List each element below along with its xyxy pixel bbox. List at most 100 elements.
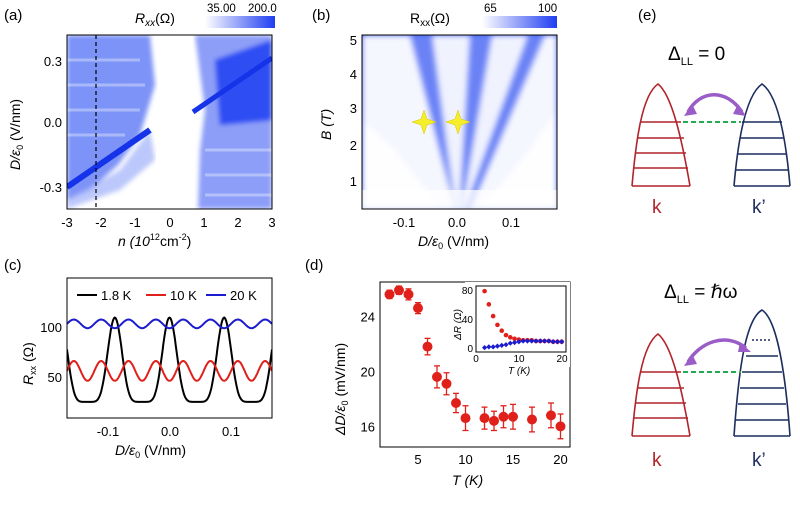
panel-a: (a) Rxx(Ω) 35.00 200.0 bbox=[4, 3, 277, 249]
inset-point-blue bbox=[503, 342, 509, 348]
panel-e: (e) ΔLL = 0 k k’ ΔLL = ℏω bbox=[631, 7, 791, 471]
ytick-b-0: 5 bbox=[350, 33, 357, 48]
data-point bbox=[546, 410, 556, 421]
inset-xtick-0: 0 bbox=[473, 354, 479, 365]
inset-point-red bbox=[503, 332, 509, 338]
inset-point-blue bbox=[490, 344, 496, 350]
panel-label-c: (c) bbox=[4, 257, 22, 274]
inset-point-blue bbox=[520, 338, 526, 344]
xtick-b-2: 0.1 bbox=[502, 215, 520, 230]
xtick-a-5: 2 bbox=[234, 215, 241, 230]
xtick-a-3: 0 bbox=[166, 215, 173, 230]
inset-frame bbox=[475, 285, 567, 353]
ytick-b-3: 2 bbox=[350, 138, 357, 153]
axes-frame-b bbox=[361, 34, 558, 210]
valley-k-top bbox=[631, 83, 691, 187]
ytick-d-0: 24 bbox=[361, 309, 375, 324]
colorbar-b-title-sub: xx bbox=[420, 18, 430, 29]
inset-xtick-1: 10 bbox=[513, 354, 525, 365]
ylabel-a: D/ε0 (V/nm) bbox=[7, 99, 25, 170]
data-point bbox=[555, 421, 566, 432]
colorbar-a-title-sub: xx bbox=[144, 18, 156, 29]
panel-label-d: (d) bbox=[305, 257, 323, 274]
xtick-b-0: -0.1 bbox=[393, 215, 415, 230]
data-point bbox=[422, 341, 433, 352]
inset-point-red bbox=[499, 328, 505, 334]
xtick-a-0: -3 bbox=[61, 215, 73, 230]
ytick-a-2: -0.3 bbox=[40, 180, 62, 195]
inset-ytick-1: 40 bbox=[462, 315, 474, 326]
inset-point-blue bbox=[481, 345, 488, 351]
panel-label-a: (a) bbox=[4, 7, 22, 24]
scatter-points-d bbox=[384, 285, 566, 440]
inset-point-blue bbox=[486, 344, 492, 350]
inset-xtick-2: 20 bbox=[556, 354, 568, 365]
axes-frame-a bbox=[66, 34, 273, 210]
panel-c: (c) 1.8 K 10 K 20 K -0.1 0.0 0.1 100 50 … bbox=[4, 257, 273, 460]
title-delta-hbar-omega: ΔLL = ℏω bbox=[664, 282, 738, 306]
inset-point-blue bbox=[537, 338, 543, 344]
xtick-a-1: -2 bbox=[95, 215, 107, 230]
stripes-a bbox=[67, 58, 272, 197]
colorbar-b-title: R bbox=[410, 10, 420, 26]
xtick-c-1: 0.0 bbox=[161, 424, 179, 439]
inset-point-blue bbox=[554, 339, 561, 345]
legend-c: 1.8 K 10 K 20 K bbox=[77, 288, 257, 303]
xtick-d-2: 15 bbox=[506, 452, 520, 467]
inset-point-red bbox=[490, 313, 496, 319]
data-point bbox=[413, 303, 423, 314]
label-k-bottom: k bbox=[652, 450, 662, 471]
ytick-b-2: 3 bbox=[350, 101, 357, 116]
ticks-b: -0.1 0.0 0.1 5 4 3 2 1 bbox=[350, 33, 520, 230]
colorbar-a-title-unit: (Ω) bbox=[155, 10, 175, 26]
inset-point-red bbox=[486, 302, 492, 307]
panel-label-b: (b) bbox=[312, 7, 330, 24]
xtick-d-1: 10 bbox=[458, 452, 472, 467]
valley-k-bottom bbox=[631, 333, 691, 437]
xtick-d-3: 20 bbox=[553, 452, 567, 467]
ylabel-d: ΔD/ε0 (mV/nm) bbox=[332, 343, 350, 436]
data-point bbox=[479, 413, 490, 424]
data-point bbox=[508, 411, 518, 422]
xtick-b-1: 0.0 bbox=[448, 215, 466, 230]
ticks-d: 5 10 15 20 24 20 16 bbox=[361, 309, 568, 467]
xlabel-d: T (K) bbox=[452, 472, 483, 488]
diagonal-feature-right bbox=[191, 55, 272, 115]
panel-d: (d) 5 10 15 20 24 20 16 T (K) ΔD/ε0 (mV/… bbox=[305, 257, 571, 488]
colorbar-b-min: 65 bbox=[484, 3, 497, 15]
inset-point-red bbox=[495, 322, 500, 328]
axes-frame-c bbox=[66, 277, 273, 419]
inset-point-blue bbox=[499, 342, 505, 348]
inset-point-red bbox=[512, 336, 517, 342]
ytick-a-0: 0.3 bbox=[44, 54, 62, 69]
data-point bbox=[460, 413, 471, 424]
inset-point-blue bbox=[529, 338, 535, 344]
svg-text:Rxx(Ω): Rxx(Ω) bbox=[410, 10, 450, 29]
colorbar-a: Rxx(Ω) 35.00 200.0 bbox=[135, 3, 277, 29]
colorbar-a-min: 35.00 bbox=[207, 3, 236, 15]
colorbar-b: Rxx(Ω) 65 100 bbox=[410, 3, 557, 29]
legend-label-10K: 10 K bbox=[170, 288, 197, 303]
label-k-top: k bbox=[652, 197, 662, 218]
ytick-b-4: 1 bbox=[350, 174, 357, 189]
ticks-a: -3 -2 -1 0 1 2 3 0.3 0.0 -0.3 bbox=[40, 54, 276, 230]
title-delta-zero: ΔLL = 0 bbox=[668, 44, 725, 68]
ylabel-b: B (T) bbox=[318, 109, 334, 140]
star-marker-left bbox=[411, 109, 437, 135]
series-line-1p8K bbox=[67, 316, 272, 403]
colorbar-b-gradient bbox=[482, 16, 557, 28]
inset-point-blue bbox=[516, 339, 522, 345]
data-point bbox=[451, 398, 461, 408]
inset-point-red bbox=[507, 335, 513, 340]
legend-label-1p8K: 1.8 K bbox=[101, 288, 132, 303]
xlabel-c: D/ε0 (V/nm) bbox=[115, 442, 186, 460]
label-kprime-top: k’ bbox=[752, 197, 766, 218]
xtick-c-0: -0.1 bbox=[97, 424, 119, 439]
svg-text:Rxx(Ω): Rxx(Ω) bbox=[135, 10, 175, 29]
inset-ylabel: ΔR (Ω) bbox=[453, 309, 464, 341]
ytick-d-1: 20 bbox=[361, 364, 375, 379]
heatmap-a bbox=[67, 35, 272, 209]
inset-ytick-2: 0 bbox=[467, 344, 473, 355]
inset-point-red bbox=[482, 288, 487, 294]
